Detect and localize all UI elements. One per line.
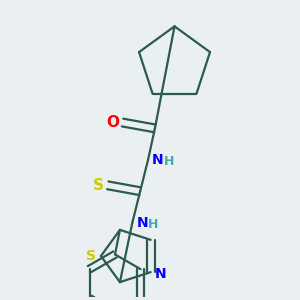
Text: N: N xyxy=(154,267,166,281)
Text: S: S xyxy=(86,249,96,263)
Text: O: O xyxy=(106,115,119,130)
Text: N: N xyxy=(152,153,164,167)
Text: N: N xyxy=(136,216,148,230)
Text: H: H xyxy=(164,155,174,168)
Text: S: S xyxy=(92,178,104,193)
Text: H: H xyxy=(148,218,158,231)
